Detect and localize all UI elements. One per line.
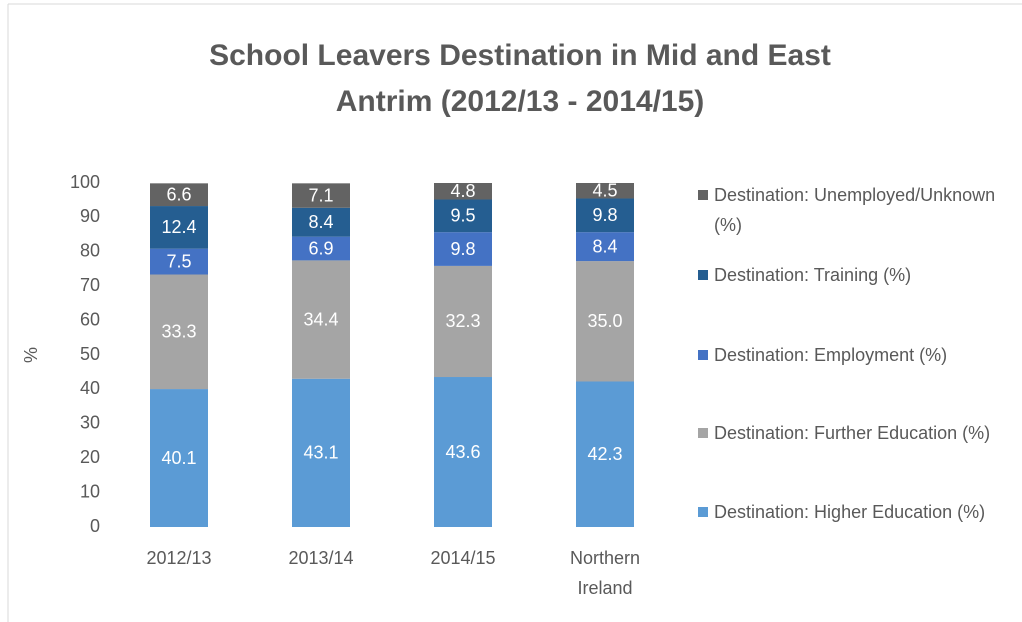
data-label: 12.4 <box>161 217 196 237</box>
bar-segment <box>434 183 492 200</box>
data-label: 8.4 <box>592 236 617 256</box>
x-tick-label: 2013/14 <box>288 548 354 568</box>
y-tick-label: 100 <box>70 172 100 192</box>
legend-item: Destination: Training (%) <box>698 260 1022 290</box>
data-label: 34.4 <box>303 309 338 329</box>
bar-segment <box>150 274 208 390</box>
data-label: 35.0 <box>587 311 622 331</box>
y-tick-label: 90 <box>80 206 100 226</box>
data-label: 40.1 <box>161 448 196 468</box>
data-label: 32.3 <box>445 311 480 331</box>
legend-item: Destination: Employment (%) <box>698 340 1022 370</box>
data-label: 7.5 <box>166 251 191 271</box>
bar-segment <box>292 207 350 237</box>
x-tick-label: 2014/15 <box>430 548 496 568</box>
y-tick-label: 70 <box>80 275 100 295</box>
bar-segment <box>576 232 634 262</box>
x-tick-label: Northern Ireland <box>569 548 641 598</box>
bar-segment <box>292 236 350 261</box>
y-tick-label: 0 <box>90 516 100 536</box>
data-label: 4.5 <box>592 180 617 200</box>
y-tick-label: 60 <box>80 309 100 329</box>
legend-label: Destination: Employment (%) <box>714 345 948 365</box>
legend-swatch <box>698 190 708 200</box>
data-label: 33.3 <box>161 322 196 342</box>
data-label: 8.4 <box>308 212 333 232</box>
legend-swatch <box>698 507 708 517</box>
y-axis-label: % <box>21 347 41 363</box>
bar-segment <box>434 377 492 527</box>
legend-swatch <box>698 428 708 438</box>
data-label: 6.6 <box>166 184 191 204</box>
data-label: 7.1 <box>308 185 333 205</box>
data-label: 6.9 <box>308 238 333 258</box>
bar-segment <box>434 199 492 233</box>
y-tick-label: 80 <box>80 241 100 261</box>
bar-segment <box>576 183 634 199</box>
y-tick-label: 50 <box>80 344 100 364</box>
bar-segment <box>150 183 208 207</box>
data-label: 9.5 <box>450 206 475 226</box>
bar-segment <box>150 248 208 275</box>
bar-segment <box>292 378 350 527</box>
y-tick-label: 10 <box>80 481 100 501</box>
data-label: 43.6 <box>445 442 480 462</box>
data-label: 9.8 <box>450 239 475 259</box>
legend-label: Destination: Further Education (%) <box>714 423 991 443</box>
chart-title: School Leavers Destination in Mid and Ea… <box>209 39 831 118</box>
bar-segment <box>434 265 492 378</box>
data-label: 42.3 <box>587 444 622 464</box>
bar-segment <box>576 198 634 233</box>
bar-segment <box>150 206 208 249</box>
bar-segment <box>292 183 350 208</box>
legend-label: Destination: Higher Education (%) <box>714 502 986 522</box>
y-tick-label: 30 <box>80 413 100 433</box>
legend-label: Destination: Training (%) <box>714 265 912 285</box>
data-label: 43.1 <box>303 443 338 463</box>
data-label: 4.8 <box>450 181 475 201</box>
bar-segment <box>150 389 208 527</box>
y-tick-label: 20 <box>80 447 100 467</box>
y-tick-label: 40 <box>80 378 100 398</box>
bar-segment <box>576 261 634 382</box>
x-tick-label: 2012/13 <box>146 548 212 568</box>
data-label: 9.8 <box>592 205 617 225</box>
legend-swatch <box>698 350 708 360</box>
legend-label: Destination: Unemployed/Unknown (%) <box>714 185 996 235</box>
legend-item: Destination: Higher Education (%) <box>698 497 1022 527</box>
legend-item: Destination: Unemployed/Unknown (%) <box>698 180 1022 240</box>
bar-segment <box>292 260 350 379</box>
bar-segment <box>434 232 492 266</box>
legend-swatch <box>698 270 708 280</box>
bar-segment <box>576 381 634 527</box>
legend-item: Destination: Further Education (%) <box>698 418 1022 448</box>
